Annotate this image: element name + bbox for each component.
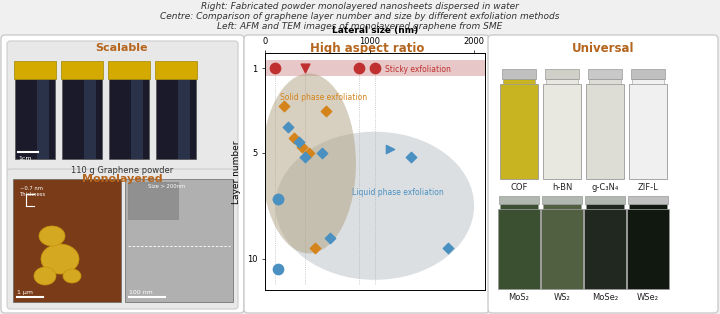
Bar [15,79,55,159]
Point [299,66,310,71]
Bar [585,196,625,204]
Bar [502,69,536,79]
Text: 100 nm: 100 nm [129,290,153,295]
Bar [500,84,538,179]
Bar [14,61,56,79]
Point [354,66,365,71]
FancyBboxPatch shape [7,41,238,172]
Point [271,197,283,202]
Point [271,267,283,272]
Bar [62,79,102,159]
Point [278,104,289,109]
Point [310,246,321,251]
Ellipse shape [39,226,65,246]
Text: Scalable: Scalable [96,43,148,53]
Point [270,66,282,71]
Text: Liquid phase exfoliation: Liquid phase exfoliation [352,188,444,197]
Point [271,197,283,202]
Text: h-BN: h-BN [552,183,572,192]
Bar [545,69,579,79]
Bar [586,84,624,179]
Bar [500,204,538,209]
Text: g-C₃N₄: g-C₃N₄ [591,183,618,192]
Bar [128,182,178,219]
Text: Centre: Comparison of graphene layer number and size by different exfoliation me: Centre: Comparison of graphene layer num… [161,12,559,21]
Text: Size > 200nm: Size > 200nm [148,184,185,189]
Bar [631,69,665,79]
Bar [503,79,535,84]
Bar [589,79,621,84]
Bar [156,79,196,159]
Bar [586,204,624,209]
Point [369,66,380,71]
FancyBboxPatch shape [244,35,489,313]
Text: COF: COF [510,183,528,192]
Text: ~0.7 nm
Thickness: ~0.7 nm Thickness [20,186,46,197]
Text: Universal: Universal [572,42,634,55]
Bar [155,61,197,79]
Bar [84,79,96,159]
X-axis label: Lateral size (nm): Lateral size (nm) [332,25,418,35]
Ellipse shape [63,269,81,283]
Bar [546,79,578,84]
Ellipse shape [41,244,79,274]
Text: 1 μm: 1 μm [17,290,33,295]
Bar [543,204,581,209]
Bar [37,79,49,159]
Bar [178,79,190,159]
Bar [131,79,143,159]
Text: Monolayered: Monolayered [81,174,162,184]
Bar [629,204,667,209]
Point [317,150,328,155]
Text: Right: Fabricated powder monolayered nanosheets dispersed in water: Right: Fabricated powder monolayered nan… [201,2,519,11]
Point [324,235,336,240]
Bar [632,79,664,84]
Text: 110 g Graphene powder: 110 g Graphene powder [71,166,173,175]
Point [303,150,315,155]
Bar [627,209,669,289]
FancyBboxPatch shape [1,35,244,313]
Point [320,108,331,113]
FancyBboxPatch shape [488,35,718,313]
Bar [543,84,581,179]
Text: Left: AFM and TEM images of monolayered graphene from SME: Left: AFM and TEM images of monolayered … [217,22,503,31]
Text: WS₂: WS₂ [554,293,570,302]
Y-axis label: Layer number: Layer number [233,140,241,204]
Bar [265,60,485,76]
Bar [125,179,233,302]
Text: MoSe₂: MoSe₂ [592,293,618,302]
Bar [542,196,582,204]
Ellipse shape [276,132,474,280]
Text: 1cm: 1cm [18,156,32,161]
Bar [499,196,539,204]
Bar [584,209,626,289]
Text: Sticky exfoliation: Sticky exfoliation [385,65,451,74]
Point [294,140,305,145]
Point [289,136,300,141]
Bar [541,209,583,289]
Bar [13,179,121,302]
Point [282,125,294,130]
Text: High aspect ratio: High aspect ratio [310,42,424,55]
Bar [628,196,668,204]
Bar [109,79,149,159]
Text: Solid phase exfoliation: Solid phase exfoliation [279,93,366,102]
FancyBboxPatch shape [7,169,238,309]
Bar [588,69,622,79]
Point [299,154,310,160]
Point [384,146,396,151]
Ellipse shape [34,267,56,285]
Bar [61,61,103,79]
Text: MoS₂: MoS₂ [508,293,529,302]
Bar [498,209,540,289]
Point [296,144,307,149]
Bar [108,61,150,79]
Point [405,154,417,160]
Bar [629,84,667,179]
Ellipse shape [262,73,356,253]
Text: WSe₂: WSe₂ [637,293,659,302]
Point [442,246,454,251]
Text: ZIF-L: ZIF-L [638,183,658,192]
